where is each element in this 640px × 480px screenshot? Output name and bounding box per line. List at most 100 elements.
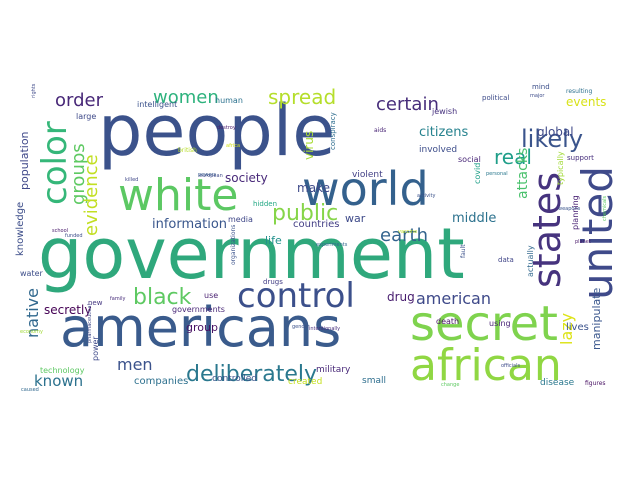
word-figures: figures — [585, 380, 606, 387]
word-destroy: destroy — [217, 125, 236, 131]
word-attacks: attacks — [515, 148, 531, 199]
word-governments: governments — [172, 305, 225, 314]
word-officials: officials — [501, 363, 520, 369]
word-resulting: resulting — [566, 88, 592, 95]
word-certain: certain — [376, 94, 439, 115]
word-covid: covid — [473, 163, 482, 184]
word-companies: companies — [134, 376, 188, 387]
word-life: life — [265, 234, 282, 247]
word-american: american — [416, 289, 491, 308]
word-created: created — [288, 377, 322, 387]
word-likely: likely — [521, 125, 583, 153]
word-americans: americans — [60, 296, 341, 359]
word-activity: activity — [417, 193, 435, 199]
word-water: water — [20, 269, 44, 278]
word-drugs: drugs — [263, 278, 283, 286]
word-united: united — [573, 166, 622, 300]
word-actually: actually — [526, 245, 535, 277]
word-major: major — [530, 93, 545, 99]
word-weapons: weapons — [558, 206, 581, 212]
word-manipulate: manipulate — [590, 287, 603, 350]
word-planning: planning — [571, 195, 580, 230]
word-african: african — [410, 340, 562, 391]
word-technology: technology — [40, 366, 85, 375]
word-small: small — [362, 376, 386, 386]
word-conspiracy: conspiracy — [329, 112, 337, 150]
word-support: support — [567, 154, 594, 162]
word-countries: countries — [293, 219, 339, 230]
word-organizations: organizations — [230, 225, 237, 265]
word-powers: powers — [198, 172, 216, 178]
word-black: black — [133, 285, 192, 310]
word-middle: middle — [452, 211, 496, 226]
word-large: large — [76, 112, 96, 121]
word-use: use — [204, 291, 218, 300]
word-public: public — [272, 201, 338, 226]
word-killed: killed — [125, 177, 138, 183]
word-society: society — [225, 171, 268, 185]
word-change: change — [441, 382, 459, 388]
word-government: government — [38, 213, 465, 295]
word-native: native — [23, 288, 42, 338]
word-chemicals: chemicals — [602, 196, 608, 221]
word-knowledge: knowledge — [15, 202, 26, 256]
word-global: global — [537, 125, 574, 139]
word-violent: violent — [352, 170, 383, 180]
word-funded: funded — [65, 233, 83, 239]
word-men: men — [117, 355, 153, 374]
word-group: group — [186, 321, 218, 334]
word-africa: africa — [226, 143, 240, 149]
word-pharmaceutical: pharmaceutical — [87, 304, 93, 343]
word-drug: drug — [387, 290, 415, 304]
word-aids: aids — [374, 127, 386, 134]
word-deliberately: deliberately — [186, 362, 317, 387]
word-known: known — [34, 372, 83, 390]
word-gender: gender — [292, 324, 311, 330]
word-data: data — [498, 256, 514, 264]
word-death: death — [436, 317, 459, 326]
word-lazy: lazy — [557, 313, 576, 345]
word-lives: lives — [566, 322, 589, 333]
word-fault: fault — [460, 244, 467, 258]
word-earth: earth — [380, 225, 428, 246]
word-women: women — [153, 87, 219, 108]
word-states: states — [525, 172, 569, 288]
word-media: media — [228, 215, 253, 224]
word-disease: disease — [540, 378, 575, 388]
word-real: real — [494, 145, 532, 169]
word-citizens: citizens — [419, 125, 469, 140]
word-events: events — [566, 95, 606, 109]
word-information: information — [152, 217, 227, 232]
word-evidence: evidence — [81, 154, 102, 236]
word-control: control — [237, 276, 355, 316]
word-european: european — [199, 173, 223, 179]
word-school: school — [52, 228, 68, 234]
word-hidden: hidden — [253, 200, 277, 208]
word-population: population — [18, 131, 31, 190]
word-virus: virus — [302, 131, 316, 160]
word-secretly: secretly — [44, 303, 91, 317]
word-new: new — [88, 299, 103, 307]
word-people: people — [98, 90, 335, 172]
word-using: using — [489, 319, 511, 328]
word-british: british — [178, 147, 197, 154]
word-rights: rights — [31, 83, 37, 98]
word-intentionally: intentionally — [309, 326, 340, 332]
word-spread: spread — [268, 85, 336, 109]
word-human: human — [215, 96, 243, 105]
word-experiments: experiments — [316, 242, 348, 248]
word-planet: planet — [575, 239, 591, 245]
word-intelligent: intelligent — [137, 100, 177, 109]
word-social: social — [458, 155, 481, 164]
word-make: make — [297, 181, 330, 195]
word-secret: secret — [410, 296, 558, 352]
word-white: white — [118, 170, 238, 221]
word-war: war — [345, 212, 366, 225]
word-political: political — [482, 94, 509, 102]
word-color: color — [35, 121, 75, 205]
word-groups: groups — [68, 143, 89, 205]
word-controlled: controlled — [212, 374, 257, 384]
word-order: order — [55, 90, 104, 111]
word-jewish: jewish — [431, 107, 457, 116]
